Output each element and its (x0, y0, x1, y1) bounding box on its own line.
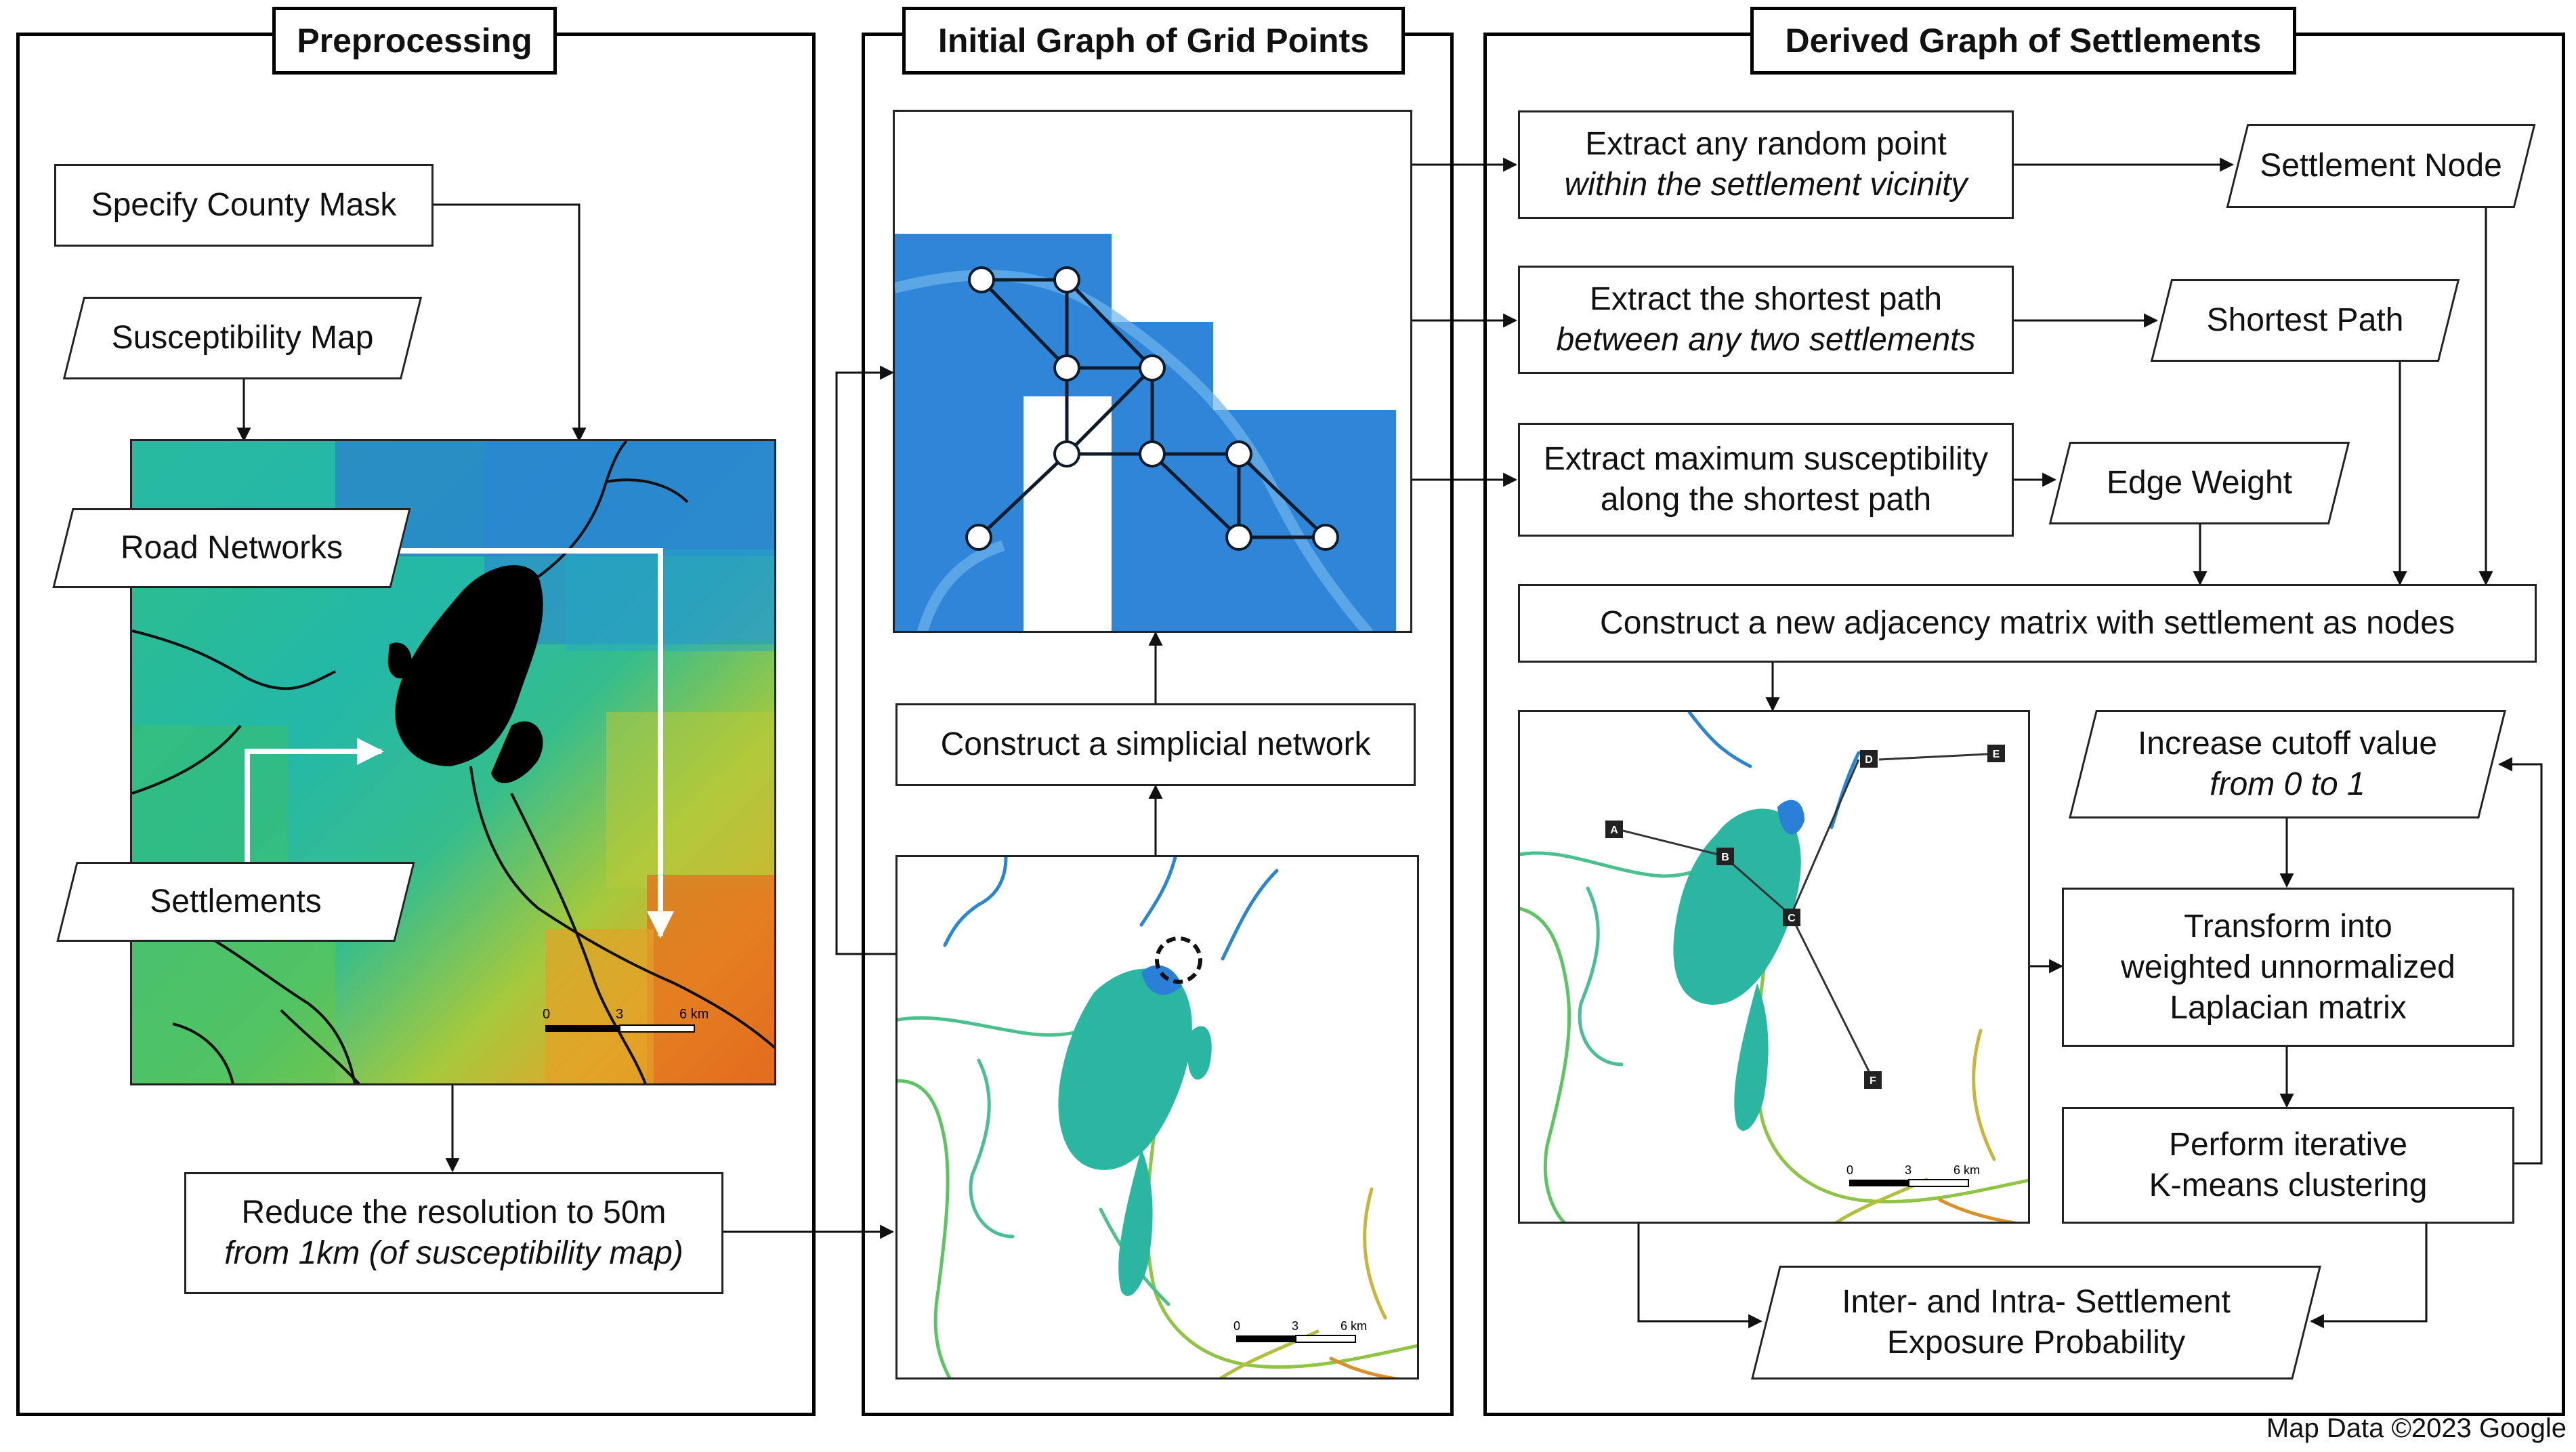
kmeans-line1: Perform iterative (2168, 1127, 2408, 1163)
reduce-resolution-box[interactable]: Reduce the resolution to 50m from 1km (o… (184, 1172, 723, 1294)
panel-title-initial-graph: Initial Graph of Grid Points (902, 7, 1405, 75)
marker-f: F (1864, 1071, 1882, 1089)
extract-point-line1: Extract any random point (1585, 126, 1947, 162)
extract-shortest-box[interactable]: Extract the shortest path between any tw… (1518, 266, 2014, 374)
adjacency-matrix-label: Construct a new adjacency matrix with se… (1600, 605, 2455, 641)
extract-shortest-line2: between any two settlements (1556, 322, 1976, 358)
svg-text:E: E (1993, 749, 2000, 760)
exposure-line2: Exposure Probability (1886, 1325, 2186, 1361)
susceptibility-map-label: Susceptibility Map (111, 320, 374, 356)
transform-line2: weighted unnormalized (2121, 949, 2455, 985)
scale-left-t0: 0 (543, 1007, 550, 1022)
scale-right-t0: 0 (1846, 1163, 1853, 1177)
marker-e: E (1987, 745, 2005, 762)
derived-settlement-graphic: A B C D E F 0 3 6 km (1520, 712, 2028, 1222)
marker-a: A (1605, 821, 1623, 838)
arrow-kmeans-loop (2497, 757, 2543, 1165)
simplicial-network-box[interactable]: Construct a simplicial network (895, 703, 1416, 786)
exposure-probability-output[interactable]: Inter- and Intra- Settlement Exposure Pr… (1765, 1266, 2307, 1380)
scale-right-t2: 6 km (1954, 1163, 1980, 1177)
settlement-node-output[interactable]: Settlement Node (2237, 124, 2525, 208)
derived-settlement-map: A B C D E F 0 3 6 km (1518, 710, 2030, 1224)
arrow-kmeans-to-exposure (2309, 1224, 2428, 1329)
extract-maxsus-line1: Extract maximum susceptibility (1543, 441, 1989, 477)
scale-middle-t0: 0 (1233, 1319, 1240, 1333)
extract-maxsus-box[interactable]: Extract maximum susceptibility along the… (1518, 423, 2014, 537)
simplicial-network-label: Construct a simplicial network (940, 726, 1371, 762)
settlement-raster-graphic: 0 3 6 km (898, 857, 1417, 1377)
extract-shortest-line1: Extract the shortest path (1589, 281, 1943, 317)
arrow-map-to-exposure (1637, 1224, 1763, 1329)
arrow-mask-to-map (434, 203, 587, 442)
scale-middle-t1: 3 (1292, 1319, 1298, 1333)
edge-weight-output[interactable]: Edge Weight (2059, 442, 2340, 524)
exposure-line1: Inter- and Intra- Settlement (1842, 1284, 2231, 1320)
settlement-node-label: Settlement Node (2260, 148, 2502, 184)
scale-left-t2: 6 km (679, 1007, 709, 1022)
grid-graph-graphic (895, 112, 1410, 631)
svg-text:B: B (1721, 852, 1729, 863)
marker-c: C (1783, 909, 1800, 926)
scale-bar-left: 0 3 6 km (543, 1007, 709, 1033)
reduce-resolution-line2: from 1km (of susceptibility map) (224, 1235, 683, 1271)
extract-point-line2: within the settlement vicinity (1564, 167, 1968, 203)
panel-title-derived-graph: Derived Graph of Settlements (1750, 7, 2296, 75)
road-networks-input[interactable]: Road Networks (62, 508, 401, 588)
cutoff-value-input[interactable]: Increase cutoff value from 0 to 1 (2082, 710, 2493, 818)
reduce-resolution-line1: Reduce the resolution to 50m (241, 1195, 667, 1230)
svg-text:A: A (1610, 825, 1618, 836)
adjacency-matrix-box[interactable]: Construct a new adjacency matrix with se… (1518, 584, 2537, 663)
county-mask-box[interactable]: Specify County Mask (54, 164, 434, 247)
county-mask-label: Specify County Mask (91, 187, 397, 223)
transform-line3: Laplacian matrix (2170, 989, 2407, 1026)
cutoff-line2: from 0 to 1 (2210, 766, 2365, 802)
panel-title-preprocessing: Preprocessing (272, 7, 557, 75)
settlement-raster-map: 0 3 6 km (895, 855, 1419, 1380)
susceptibility-map-input[interactable]: Susceptibility Map (73, 297, 412, 379)
laplacian-transform-box[interactable]: Transform into weighted unnormalized Lap… (2062, 888, 2514, 1047)
settlements-input[interactable]: Settlements (66, 862, 405, 942)
marker-b: B (1716, 848, 1734, 865)
scale-middle-t2: 6 km (1340, 1319, 1367, 1333)
kmeans-line2: K-means clustering (2149, 1167, 2428, 1203)
kmeans-box[interactable]: Perform iterative K-means clustering (2062, 1107, 2514, 1224)
cutoff-line1: Increase cutoff value (2137, 726, 2438, 762)
svg-text:D: D (1865, 754, 1873, 766)
shortest-path-output[interactable]: Shortest Path (2161, 279, 2449, 362)
scale-bar-right: 0 3 6 km (1846, 1163, 1980, 1187)
map-credit: Map Data ©2023 Google (2266, 1413, 2567, 1443)
scale-bar-middle: 0 3 6 km (1233, 1319, 1367, 1343)
settlements-label: Settlements (150, 884, 322, 919)
svg-text:C: C (1788, 913, 1796, 924)
svg-text:F: F (1870, 1075, 1876, 1087)
road-networks-label: Road Networks (120, 530, 343, 566)
shortest-path-label: Shortest Path (2206, 302, 2404, 338)
scale-left-t1: 3 (616, 1007, 623, 1022)
edge-weight-label: Edge Weight (2107, 465, 2292, 501)
extract-point-box[interactable]: Extract any random point within the sett… (1518, 110, 2014, 219)
scale-right-t1: 3 (1905, 1163, 1912, 1177)
marker-d: D (1860, 750, 1878, 768)
extract-maxsus-line2: along the shortest path (1600, 482, 1932, 518)
transform-line1: Transform into (2184, 908, 2392, 945)
grid-graph-image (893, 110, 1412, 633)
zoom-circle (1155, 936, 1202, 984)
